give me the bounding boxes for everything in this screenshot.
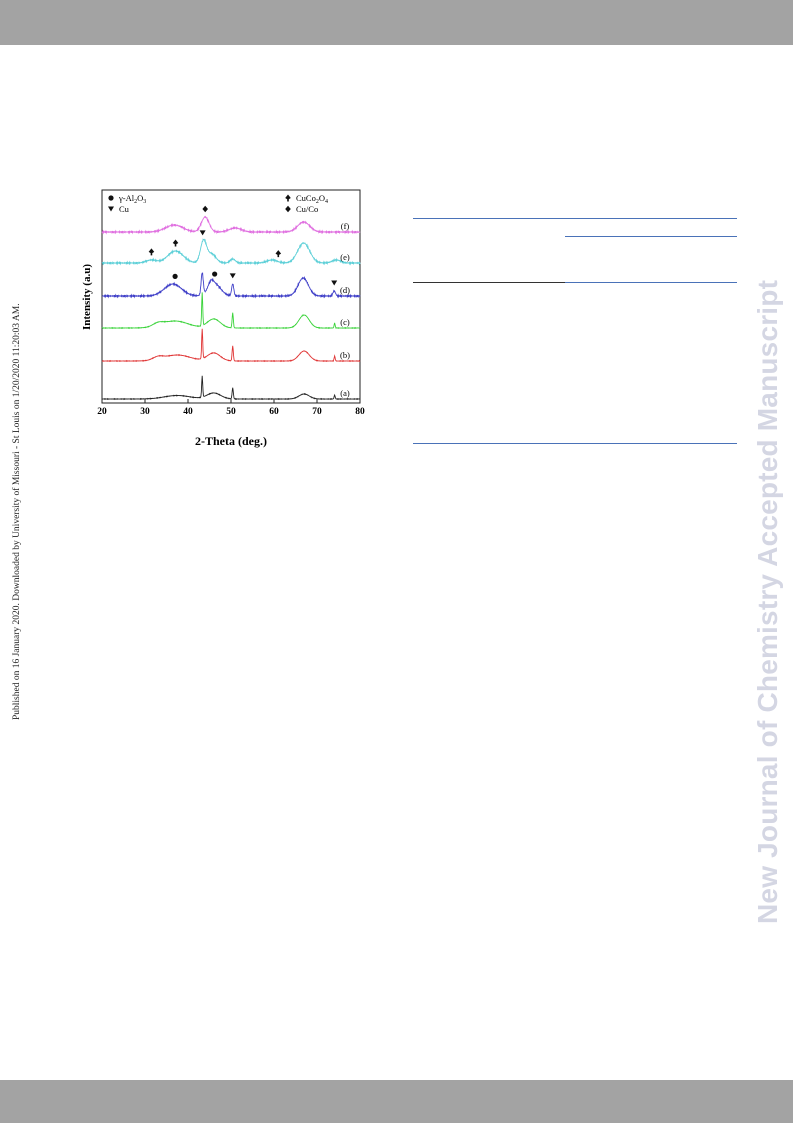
table-rule-dark bbox=[413, 282, 565, 283]
table-rule-bottom bbox=[413, 443, 737, 444]
peak-marker-spade bbox=[172, 239, 179, 247]
legend-marker-triangle-down bbox=[108, 206, 114, 212]
series-curve bbox=[101, 215, 361, 235]
peak-marker-circle bbox=[172, 273, 178, 279]
series-curve bbox=[101, 328, 361, 363]
peak-marker-diamond bbox=[202, 205, 208, 213]
peak-marker-triangle-down bbox=[199, 230, 206, 236]
series-label: (b) bbox=[340, 350, 350, 360]
series-curve bbox=[101, 272, 361, 299]
publication-notice: Published on 16 January 2020. Downloaded… bbox=[12, 303, 22, 720]
x-tick-label: 40 bbox=[183, 407, 193, 417]
legend-label: γ-Al2O3 bbox=[118, 193, 146, 205]
x-tick-label: 30 bbox=[140, 407, 150, 417]
series-label: (e) bbox=[340, 252, 350, 262]
legend-label: Cu bbox=[119, 204, 130, 214]
series-label: (c) bbox=[340, 317, 350, 327]
peak-marker-circle bbox=[212, 271, 218, 277]
xrd-chart: (a) (b) (c) (d) (e) (f) 20 30 40 50 60 70 80 γ-Al2O… bbox=[81, 189, 365, 448]
legend-marker-spade bbox=[285, 194, 291, 202]
series-curve bbox=[101, 292, 361, 330]
x-tick-label: 50 bbox=[226, 407, 236, 417]
series-label: (f) bbox=[341, 221, 350, 231]
series-curve bbox=[101, 238, 361, 266]
series-label: (d) bbox=[340, 285, 350, 295]
chart-curves bbox=[101, 215, 361, 401]
peak-markers bbox=[148, 205, 338, 286]
x-tick-label: 80 bbox=[355, 407, 365, 417]
legend-label: Cu/Co bbox=[296, 204, 318, 214]
peak-marker-triangle-down bbox=[229, 273, 236, 279]
x-tick-label: 60 bbox=[269, 407, 279, 417]
bottom-banner bbox=[0, 1080, 793, 1123]
peak-marker-triangle-down bbox=[331, 280, 338, 286]
journal-watermark: New Journal of Chemistry Accepted Manusc… bbox=[752, 279, 783, 924]
x-tick-label: 70 bbox=[312, 407, 322, 417]
legend-marker-diamond bbox=[285, 205, 291, 213]
peak-marker-spade bbox=[148, 248, 155, 256]
x-axis-label: 2-Theta (deg.) bbox=[195, 434, 267, 448]
table-rule-mid2 bbox=[565, 282, 737, 283]
table-rule-top bbox=[413, 218, 737, 219]
table-rule-mid bbox=[565, 236, 737, 237]
curve-labels: (a) (b) (c) (d) (e) (f) bbox=[340, 221, 350, 398]
y-axis-label: Intensity (a.u) bbox=[81, 264, 93, 330]
top-banner bbox=[0, 0, 793, 45]
peak-marker-spade bbox=[275, 250, 282, 258]
legend-label: CuCo2O4 bbox=[296, 193, 328, 205]
legend-marker-circle bbox=[108, 195, 114, 201]
x-tick-label: 20 bbox=[97, 407, 107, 417]
series-curve bbox=[101, 375, 361, 401]
x-axis-ticks: 20 30 40 50 60 70 80 bbox=[97, 399, 365, 417]
series-label: (a) bbox=[340, 388, 350, 398]
